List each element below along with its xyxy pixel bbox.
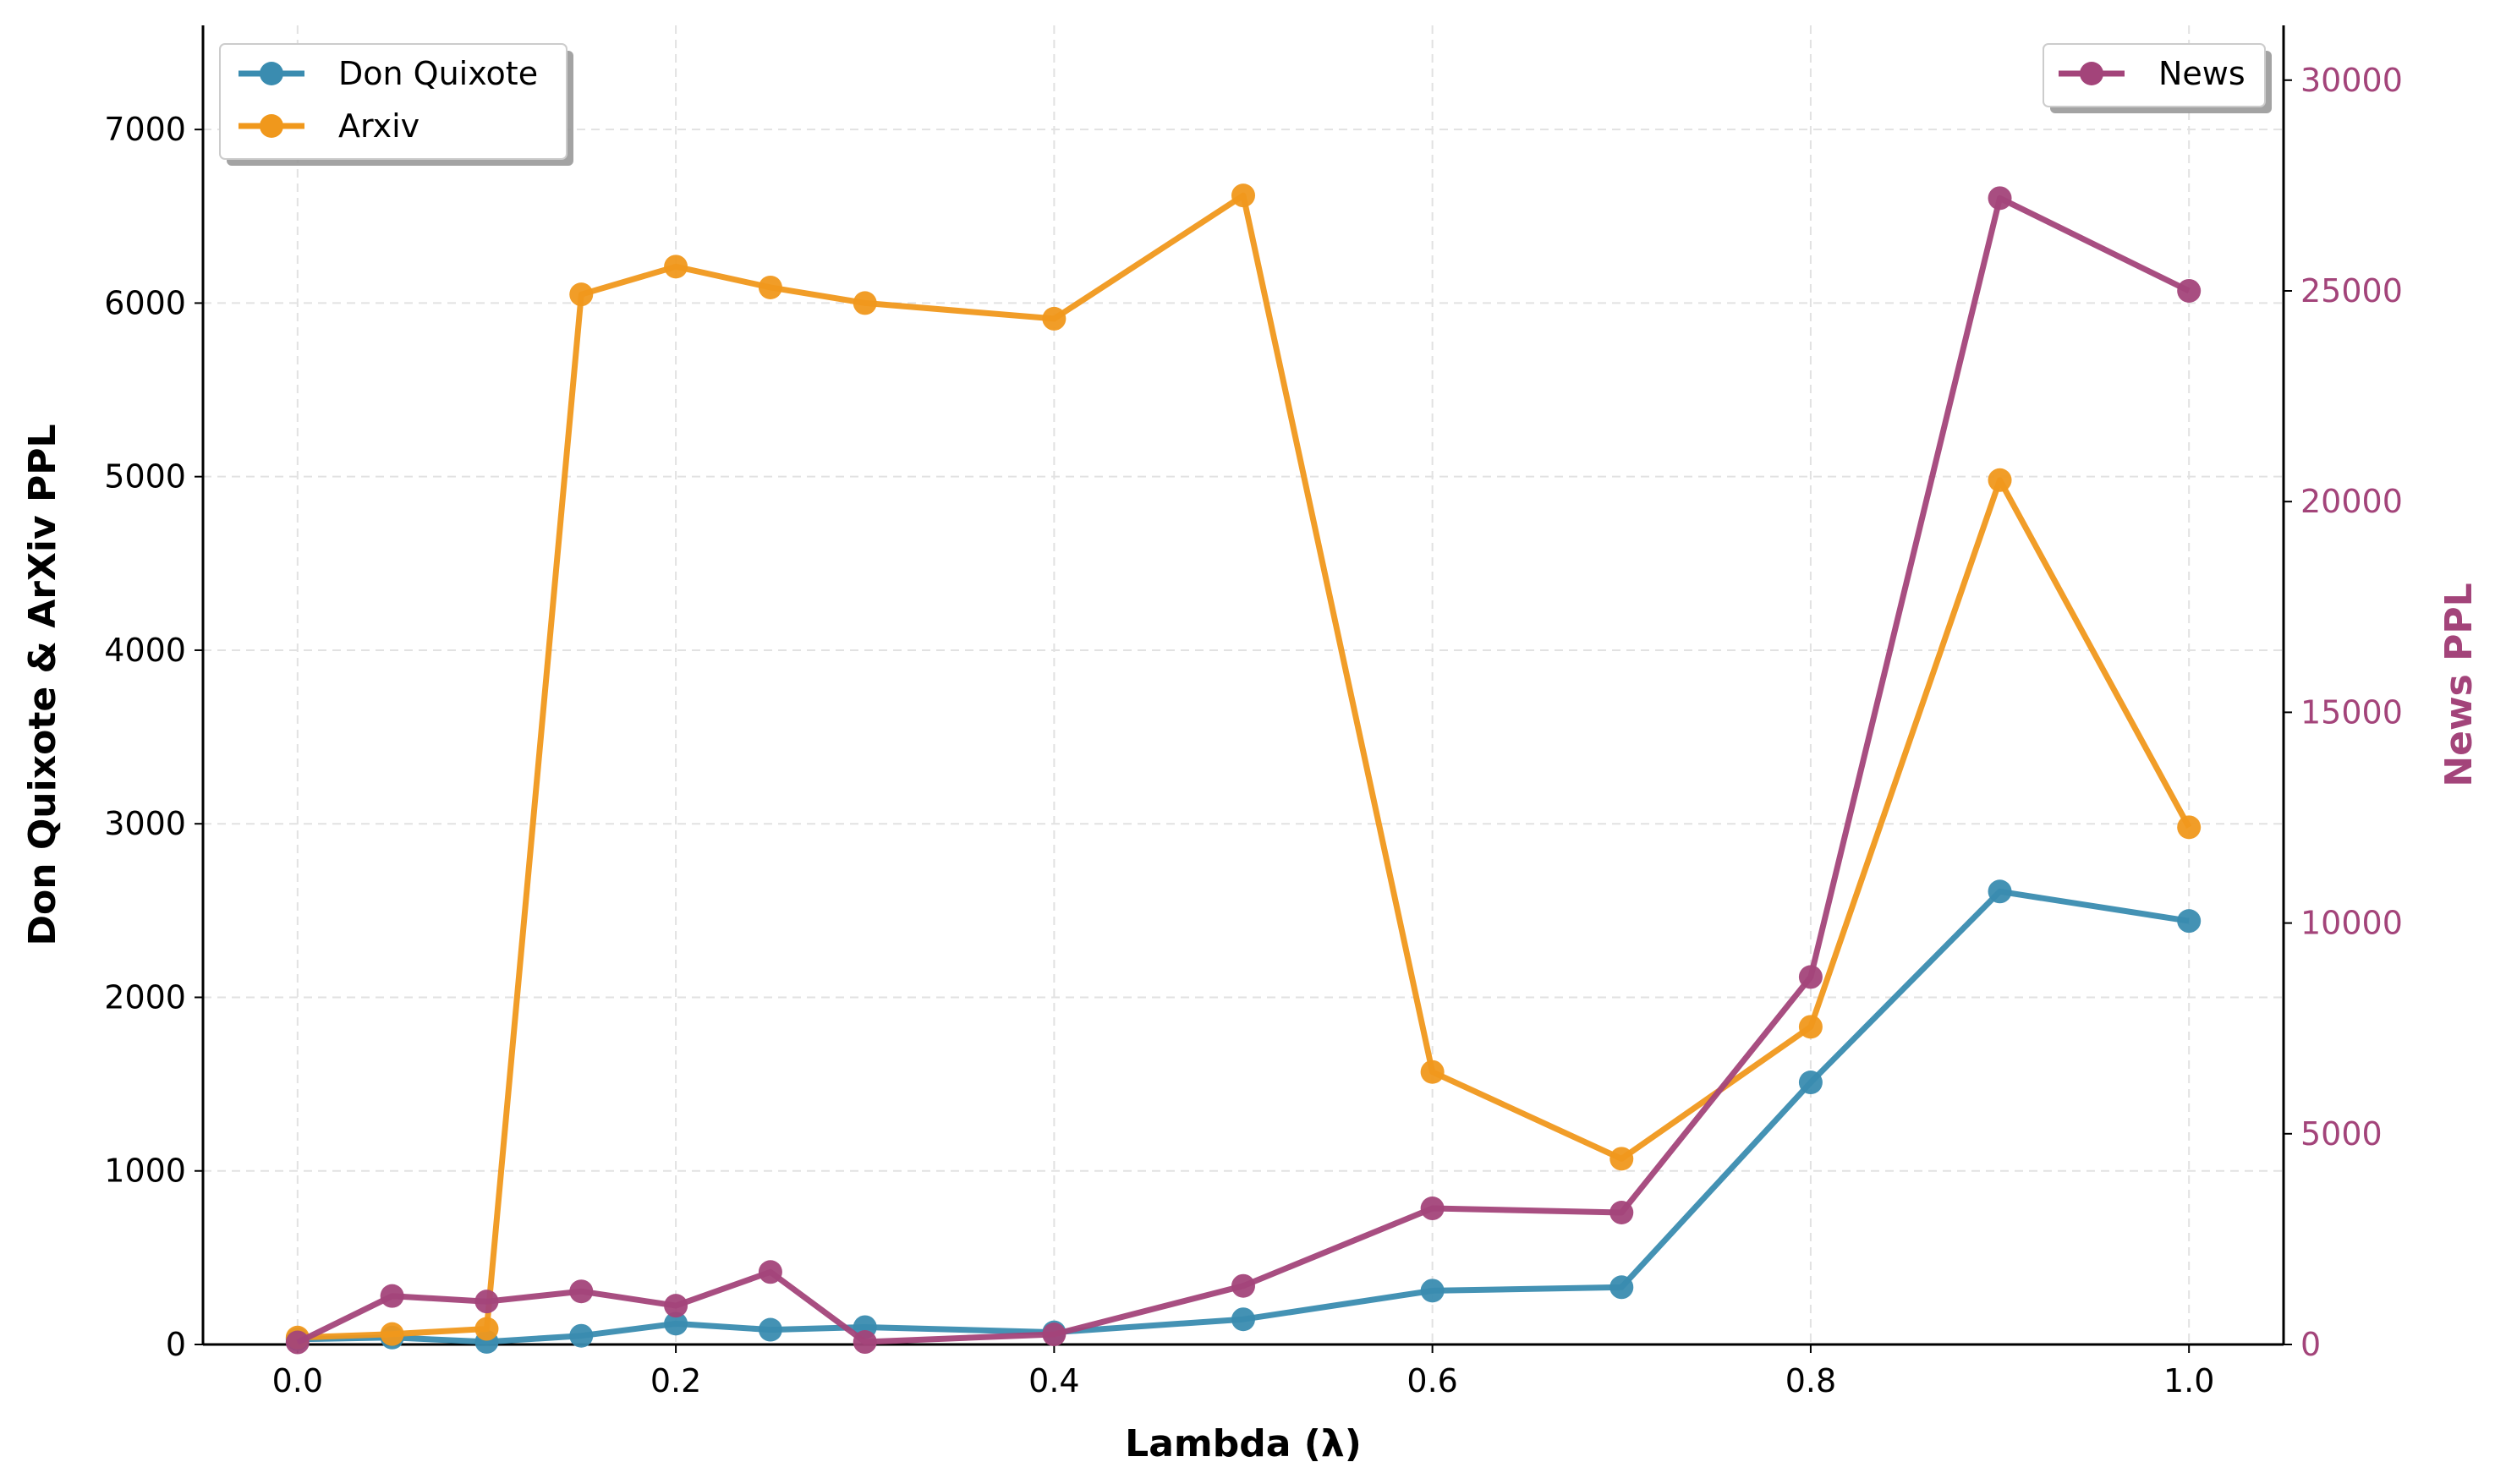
left-y-tick-label: 6000: [104, 284, 186, 321]
grid: [203, 25, 2284, 1344]
x-tick-label: 0.2: [650, 1362, 701, 1399]
data-point-don-quixote: [2177, 909, 2202, 934]
left-y-tick-label: 2000: [104, 978, 186, 1016]
right-y-tick-label: 10000: [2300, 905, 2403, 942]
legend-marker-don-quixote: [260, 62, 283, 85]
data-point-news: [1798, 965, 1823, 989]
left-y-tick-label: 3000: [104, 805, 186, 842]
left-y-tick-label: 0: [166, 1326, 186, 1363]
x-tick-label: 0.6: [1407, 1362, 1457, 1399]
data-point-news: [474, 1290, 499, 1314]
x-axis-title: Lambda (λ): [1125, 1422, 1362, 1465]
left-y-axis-title: Don Quixote & ArXiv PPL: [21, 424, 64, 946]
data-point-arxiv: [664, 255, 688, 279]
series: [285, 183, 2202, 1355]
x-tick-label: 0.8: [1785, 1362, 1836, 1399]
data-point-arxiv: [758, 275, 782, 299]
ticks: 0.0 0.2 0.4 0.6 0.8 1.0 0 1000 2000 3000 4000 5000 6…: [104, 62, 2403, 1399]
data-point-news: [1420, 1197, 1445, 1221]
legend-left: Don Quixote Arxiv: [219, 43, 573, 166]
data-point-news: [1988, 186, 2012, 211]
data-point-arxiv: [1988, 468, 2012, 492]
data-point-don-quixote: [664, 1312, 688, 1336]
data-point-news: [758, 1260, 782, 1284]
data-point-arxiv: [1042, 306, 1067, 331]
data-point-arxiv: [1231, 183, 1255, 208]
data-point-arxiv: [853, 291, 877, 315]
data-point-news: [664, 1294, 688, 1318]
data-point-don-quixote: [758, 1317, 782, 1342]
x-tick-label: 0.4: [1028, 1362, 1079, 1399]
data-point-arxiv: [380, 1322, 404, 1346]
data-point-don-quixote: [1231, 1307, 1255, 1332]
right-y-tick-label: 15000: [2300, 693, 2403, 731]
axes: [201, 25, 2285, 1346]
data-point-don-quixote: [1988, 879, 2012, 904]
series-line-news: [296, 194, 2191, 1345]
data-point-news: [569, 1279, 594, 1304]
right-y-tick-label: 0: [2300, 1326, 2321, 1363]
right-y-tick-label: 25000: [2300, 272, 2403, 309]
left-y-tick-label: 7000: [104, 111, 186, 148]
data-point-don-quixote: [1798, 1071, 1823, 1095]
data-point-arxiv: [1609, 1147, 1634, 1171]
legend-label-news: News: [2158, 55, 2246, 92]
right-y-tick-label: 5000: [2300, 1115, 2383, 1153]
legend-marker-news: [2080, 62, 2103, 85]
legend-label-don-quixote: Don Quixote: [338, 55, 538, 92]
data-point-news: [1609, 1201, 1634, 1224]
data-point-news: [1231, 1273, 1255, 1298]
right-y-axis-title: News PPL: [2437, 583, 2481, 786]
data-point-arxiv: [2177, 815, 2202, 840]
legend-marker-arxiv: [260, 114, 283, 138]
x-tick-label: 0.0: [272, 1362, 323, 1399]
data-point-arxiv: [569, 282, 594, 307]
data-point-arxiv: [474, 1317, 499, 1341]
data-point-arxiv: [1420, 1060, 1445, 1084]
data-point-don-quixote: [1609, 1275, 1634, 1300]
data-point-don-quixote: [569, 1323, 594, 1348]
data-point-news: [380, 1284, 404, 1308]
legend-left-box: [219, 43, 568, 160]
left-y-tick-label: 1000: [104, 1153, 186, 1190]
data-point-news: [1042, 1322, 1067, 1347]
series-line-arxiv: [297, 192, 2192, 1341]
right-y-tick-label: 30000: [2300, 62, 2403, 99]
data-point-don-quixote: [1420, 1279, 1445, 1303]
right-y-tick-label: 20000: [2300, 483, 2403, 520]
data-point-news: [2177, 278, 2202, 303]
data-point-news: [285, 1330, 310, 1355]
legend-right: News: [2043, 43, 2272, 113]
series-line-don-quixote: [297, 888, 2190, 1345]
left-y-tick-label: 5000: [104, 458, 186, 496]
data-point-news: [853, 1330, 877, 1355]
x-tick-label: 1.0: [2163, 1362, 2214, 1399]
left-y-tick-label: 4000: [104, 632, 186, 669]
legend-right-box: [2043, 43, 2266, 107]
legend-label-arxiv: Arxiv: [338, 107, 419, 145]
data-point-arxiv: [1798, 1015, 1823, 1039]
